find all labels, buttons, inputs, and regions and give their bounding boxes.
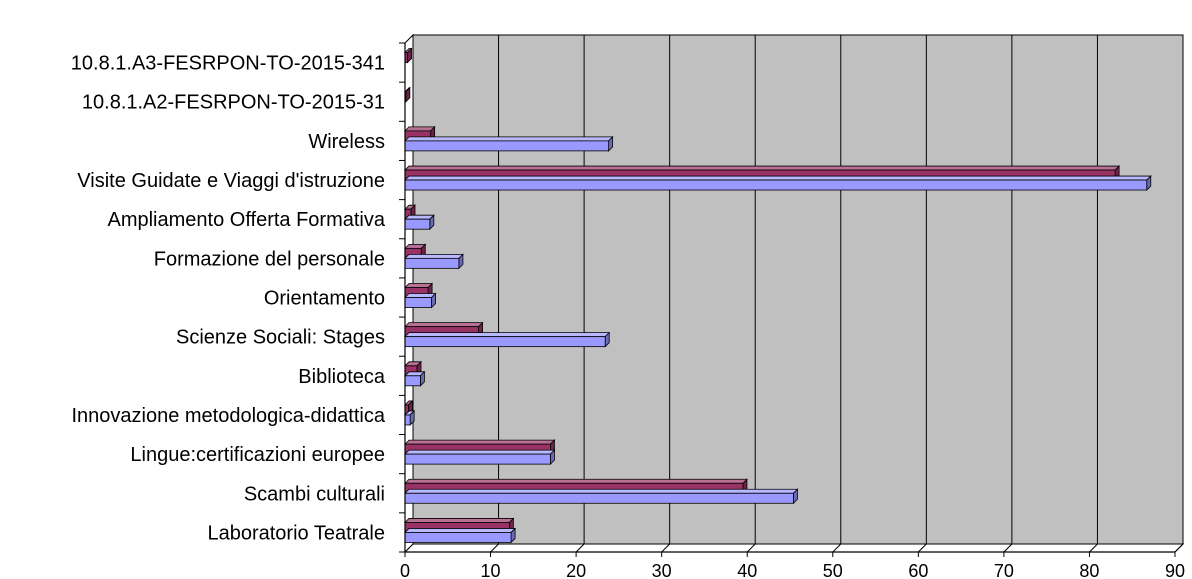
category-label: 10.8.1.A2-FESRPON-TO-2015-31 [82, 92, 385, 114]
x-tick-label: 70 [994, 561, 1014, 579]
bar-top [404, 214, 435, 220]
category-label: Visite Guidate e Viaggi d'istruzione [77, 170, 385, 192]
bar-top [404, 253, 464, 259]
floor-gridline [1003, 543, 1013, 553]
bar [404, 218, 431, 230]
category-label: Wireless [308, 131, 385, 153]
bar [404, 140, 610, 152]
floor-gridline [746, 543, 756, 553]
bar [404, 492, 794, 504]
bar [404, 336, 606, 348]
bar-top [404, 518, 515, 523]
bar-top [404, 126, 436, 132]
x-tick-label: 50 [823, 561, 843, 579]
plot-area [403, 33, 1185, 554]
bar-top [404, 283, 434, 288]
category-label: Biblioteca [298, 366, 386, 388]
category-label: Formazione del personale [154, 248, 385, 270]
bar-top [404, 136, 614, 142]
x-tick-label: 90 [1165, 561, 1185, 579]
bar-top [404, 165, 1121, 171]
x-tick-label: 20 [566, 561, 586, 579]
x-tick-label: 40 [737, 561, 757, 579]
floor-gridline [490, 543, 499, 553]
category-label: Innovazione metodologica-didattica [71, 405, 385, 427]
category-label: Scambi culturali [244, 483, 385, 505]
labels: 0 10 20 30 40 50 60 70 80 90 10.8.1.A3-FESRPON-TO-… [71, 53, 1185, 579]
bar [404, 414, 411, 426]
floor-gridline [661, 543, 671, 553]
category-label: Laboratorio Teatrale [207, 522, 385, 544]
bar-top [404, 332, 611, 338]
bar [404, 453, 551, 465]
bar-top [404, 439, 556, 445]
bar [404, 179, 1148, 191]
bar [404, 257, 460, 269]
bar-top [404, 175, 1152, 181]
category-label: Orientamento [264, 288, 385, 310]
floor-gridline [917, 543, 927, 553]
bar [404, 375, 421, 387]
axes [399, 42, 1176, 557]
x-tick-label: 80 [1079, 561, 1099, 579]
bar-top [404, 322, 484, 328]
bar-top [404, 478, 748, 484]
floor-gridline [575, 543, 585, 553]
x-tick-label: 60 [908, 561, 928, 579]
x-tick-label: 10 [481, 561, 501, 579]
bar [404, 297, 432, 308]
floor-gridline [832, 543, 842, 553]
floor-gridline [1089, 543, 1098, 553]
bar [404, 532, 512, 543]
category-label: Ampliamento Offerta Formativa [107, 209, 385, 231]
bar-top [404, 488, 799, 494]
bar-top [404, 449, 556, 455]
bar-top [404, 293, 437, 298]
plot-floor [403, 543, 1185, 553]
category-label: Scienze Sociali: Stages [176, 327, 385, 349]
floor-gridline [1174, 543, 1184, 553]
x-tick-label: 0 [400, 561, 410, 579]
category-label: 10.8.1.A3-FESRPON-TO-2015-341 [71, 53, 385, 75]
category-label: Lingue:certificazioni europee [130, 444, 385, 466]
x-tick-label: 30 [652, 561, 672, 579]
bar-top [404, 528, 517, 533]
plot-background [412, 34, 1184, 545]
